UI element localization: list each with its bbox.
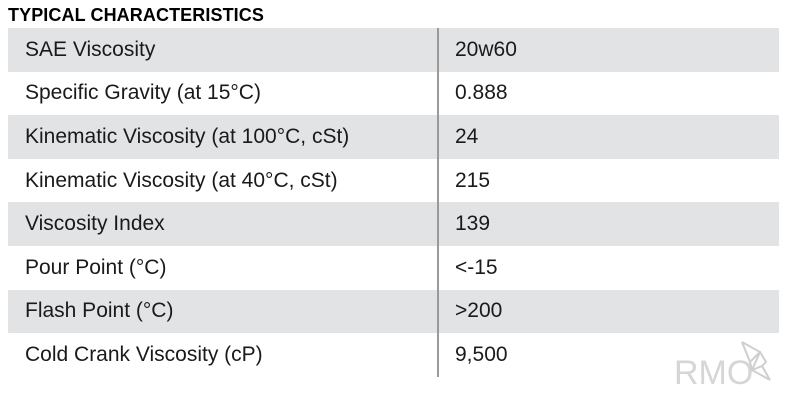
watermark-text: RMO <box>674 354 753 392</box>
table-row: Cold Crank Viscosity (cP) 9,500 <box>8 333 779 377</box>
column-divider <box>437 115 439 159</box>
property-label: SAE Viscosity <box>25 37 156 61</box>
property-label: Viscosity Index <box>25 212 165 236</box>
column-divider <box>437 158 439 203</box>
property-label: Specific Gravity (at 15°C) <box>25 81 261 105</box>
table-row: SAE Viscosity 20w60 <box>8 28 779 72</box>
rmo-logo-watermark: RMO <box>674 341 771 392</box>
property-label: Pour Point (°C) <box>25 255 167 279</box>
section-heading: TYPICAL CHARACTERISTICS <box>8 5 264 25</box>
table-row: Specific Gravity (at 15°C) 0.888 <box>8 71 779 116</box>
property-value: 215 <box>455 168 491 192</box>
table-row: Flash Point (°C) >200 <box>8 289 779 334</box>
property-value: 9,500 <box>455 342 508 366</box>
property-label: Flash Point (°C) <box>25 299 174 323</box>
table-row: Kinematic Viscosity (at 100°C, cSt) 24 <box>8 115 779 159</box>
column-divider <box>437 28 439 72</box>
column-divider <box>437 333 439 377</box>
property-label: Kinematic Viscosity (at 40°C, cSt) <box>25 168 338 192</box>
property-value: >200 <box>455 299 503 323</box>
column-divider <box>437 245 439 290</box>
property-value: 24 <box>455 124 479 148</box>
table-row: Kinematic Viscosity (at 40°C, cSt) 215 <box>8 158 779 203</box>
column-divider <box>437 202 439 246</box>
property-value: 20w60 <box>455 37 517 61</box>
property-value: 0.888 <box>455 81 508 105</box>
column-divider <box>437 289 439 334</box>
checkered-flag-icon <box>741 341 771 381</box>
property-label: Cold Crank Viscosity (cP) <box>25 342 263 366</box>
property-label: Kinematic Viscosity (at 100°C, cSt) <box>25 124 350 148</box>
column-divider <box>437 71 439 116</box>
property-value: <-15 <box>455 255 498 279</box>
table-row: Pour Point (°C) <-15 <box>8 245 779 290</box>
characteristics-table: SAE Viscosity 20w60 Specific Gravity (at… <box>8 28 779 377</box>
property-value: 139 <box>455 212 491 236</box>
table-row: Viscosity Index 139 <box>8 202 779 246</box>
